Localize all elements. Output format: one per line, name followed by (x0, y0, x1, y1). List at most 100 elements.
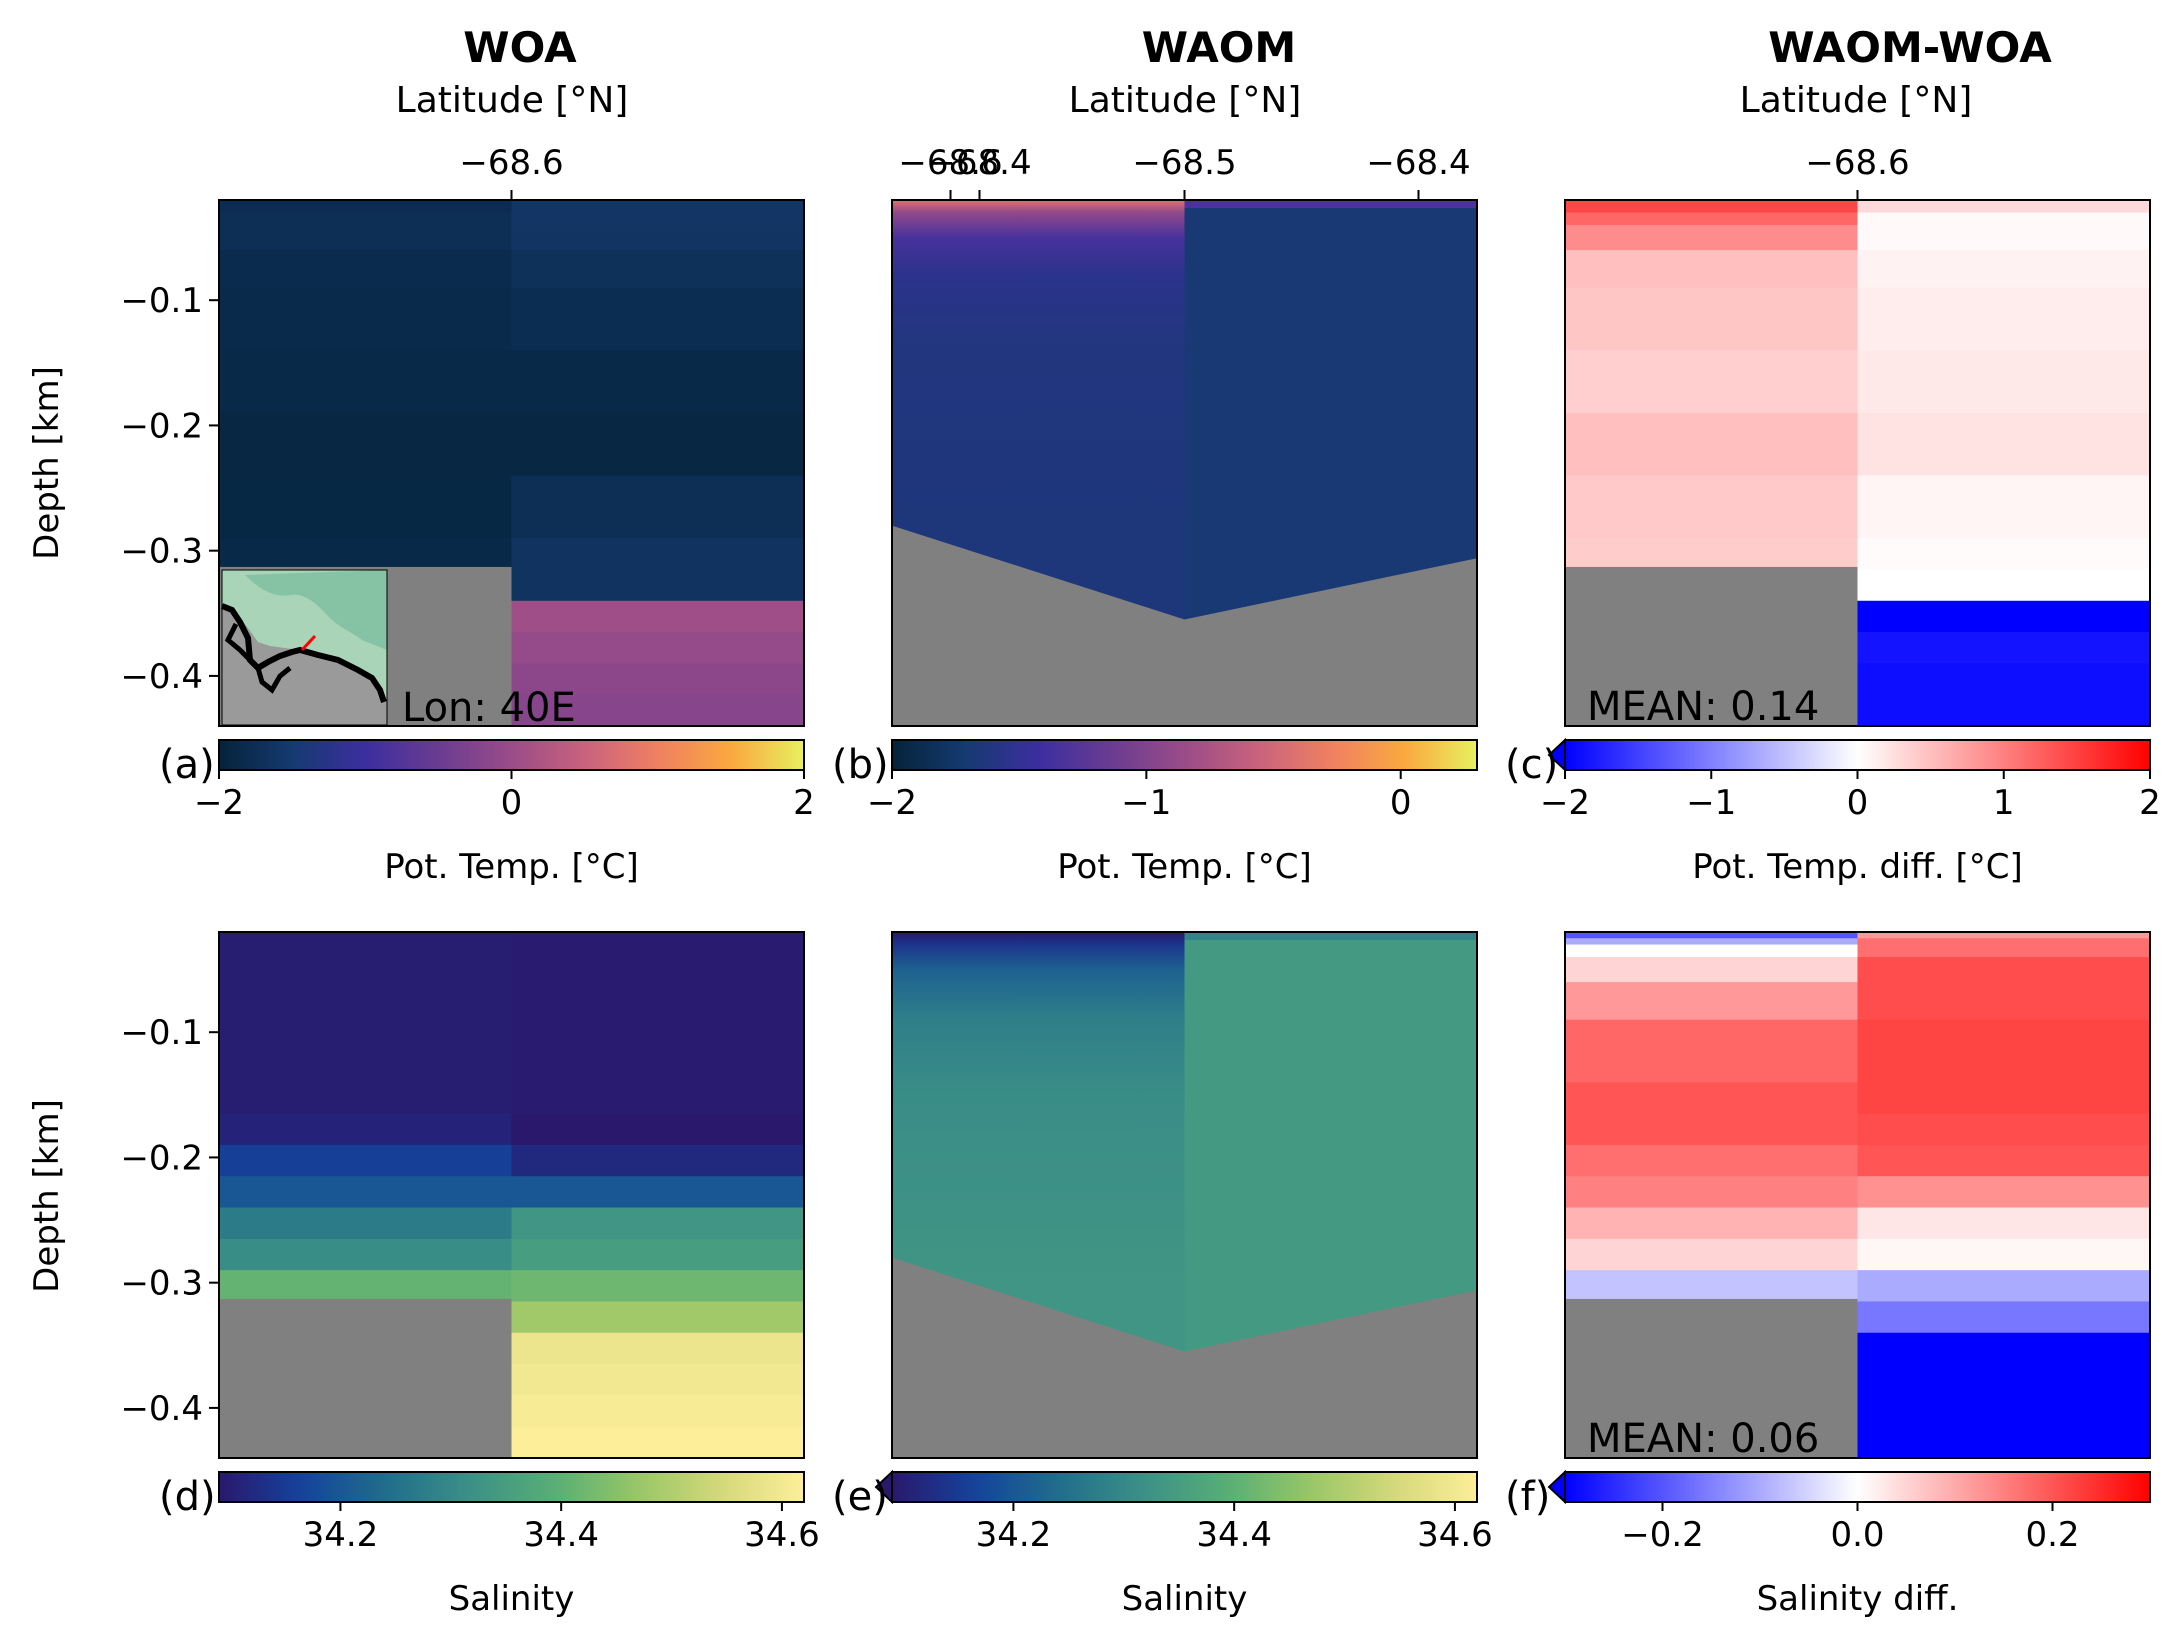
colorbar-tick-label-b-1: −1 (1121, 783, 1171, 823)
cell-d-c1-l4 (511, 1207, 805, 1240)
cell-a-c1-l5 (511, 412, 805, 477)
cell-d-c0-l3 (219, 1176, 513, 1209)
cell-c-c0-l8 (1565, 538, 1859, 568)
y-tick-label-a-1: −0.2 (120, 406, 203, 446)
cell-f-c0-l8 (1565, 1144, 1859, 1177)
land-d-c0 (219, 1298, 513, 1458)
cell-a-c0-l0 (219, 200, 513, 214)
mean-annotation-f: MEAN: 0.06 (1587, 1416, 1819, 1462)
cell-f-c1-l11 (1857, 1301, 2151, 1334)
cell-d-c0-l0 (219, 932, 513, 1115)
cell-c-c1-l7 (1857, 538, 2151, 571)
top-tick-label-c-0: −68.6 (1805, 143, 1909, 183)
top-axis-label-b: Latitude [°N] (1069, 80, 1302, 121)
cell-d-c1-l7 (511, 1301, 805, 1334)
cell-c-c0-l1 (1565, 212, 1859, 226)
cell-c-c1-l2 (1857, 250, 2151, 289)
cell-f-c0-l3 (1565, 957, 1859, 983)
cell-a-c1-l6 (511, 475, 805, 539)
cell-f-c0-l5 (1565, 1019, 1859, 1083)
cell-d-c1-l6 (511, 1270, 805, 1303)
colorbar-tick-label-a-2: 2 (793, 783, 815, 823)
inset-map-coastline (220, 603, 387, 703)
y-tick-label-a-3: −0.4 (120, 657, 203, 697)
land-f-c0 (1565, 1298, 1859, 1458)
field-b-right-surface (1184, 200, 1477, 208)
cell-d-c0-l5 (219, 1238, 513, 1271)
cell-d-c1-l11 (511, 1426, 805, 1459)
top-tick-label-a-0: −68.6 (459, 143, 563, 183)
cell-d-c1-l1 (511, 1113, 805, 1146)
colorbar-label-e: Salinity (1122, 1579, 1248, 1619)
bathymetry-b (892, 525, 1477, 726)
cell-c-c0-l6 (1565, 412, 1859, 477)
cell-d-c1-l2 (511, 1144, 805, 1177)
panel-label-c: (c) (1505, 742, 1558, 788)
colorbar-tick-label-a-1: 0 (501, 783, 523, 823)
cell-f-c1-l5 (1857, 1113, 2151, 1146)
cell-a-c0-l1 (219, 212, 513, 251)
cell-f-c1-l7 (1857, 1176, 2151, 1209)
cell-f-c1-l10 (1857, 1270, 2151, 1303)
panel-d: −0.1 −0.2 −0.3 −0.4 34.2 34.4 34.6 Salinity (d) (120, 931, 820, 1619)
colorbar-label-f: Salinity diff. (1757, 1579, 1959, 1619)
colorbar-tick-label-c-2: 0 (1847, 783, 1869, 823)
cell-f-c0-l4 (1565, 982, 1859, 1021)
bathymetry-e (892, 1257, 1477, 1458)
cell-f-c0-l2 (1565, 944, 1859, 958)
colorbar-tick-label-a-0: −2 (194, 783, 244, 823)
colorbar-e (891, 1471, 1478, 1503)
cell-a-c1-l3 (511, 287, 805, 351)
panel-label-f: (f) (1505, 1474, 1550, 1520)
inset-map-frame (221, 569, 388, 726)
cell-c-c1-l5 (1857, 412, 2151, 477)
colorbar-c (1564, 739, 2151, 771)
inset-longitude-label: Lon: 40E (402, 685, 576, 731)
colorbar-tick-label-d-1: 34.4 (523, 1515, 599, 1555)
panel-label-a: (a) (159, 742, 215, 788)
cell-c-c1-l3 (1857, 287, 2151, 351)
cell-a-c1-l10 (511, 663, 805, 696)
cell-f-c1-l2 (1857, 957, 2151, 1021)
colorbar-label-c: Pot. Temp. diff. [°C] (1692, 847, 2023, 887)
y-tick-label-d-3: −0.4 (120, 1389, 203, 1429)
panel-f: MEAN: 0.06 −0.2 0.0 0.2 Salinity diff. (f) (1505, 931, 2151, 1619)
column-title-diff: WAOM-WOA (1768, 23, 2052, 72)
cell-a-c1-l1 (511, 225, 805, 251)
panel-b: −68.6 −68.5 −68.4 −2 −1 0 Pot. Temp. [°C] (b) (832, 143, 1478, 887)
inset-map (220, 569, 388, 726)
cell-c-c1-l12 (1857, 694, 2151, 727)
cell-c-c0-l5 (1565, 350, 1859, 414)
y-tick-label-d-0: −0.1 (120, 1013, 203, 1053)
cell-a-c0-l4 (219, 350, 513, 414)
cell-f-c1-l8 (1857, 1207, 2151, 1240)
colorbar-tick-label-d-0: 34.2 (303, 1515, 379, 1555)
cell-f-c0-l0 (1565, 932, 1859, 939)
cell-f-c1-l4 (1857, 1082, 2151, 1115)
colorbar-tick-label-c-0: −2 (1540, 783, 1590, 823)
top-tick-label-b-2: −68.4 (1366, 143, 1470, 183)
panel-e: 34.2 34.4 34.6 Salinity (e) (832, 931, 1493, 1619)
cell-d-c0-l1 (219, 1113, 513, 1146)
colorbar-tick-label-c-1: −1 (1686, 783, 1736, 823)
cell-d-c1-l0 (511, 932, 805, 1115)
colorbar-tick-label-e-1: 34.4 (1196, 1515, 1272, 1555)
cell-f-c1-l9 (1857, 1238, 2151, 1271)
y-axis-label-top: Depth [km] (27, 366, 67, 560)
cell-f-c0-l9 (1565, 1176, 1859, 1209)
cell-d-c1-l8 (511, 1332, 805, 1365)
colorbar-tick-label-c-3: 1 (1993, 783, 2015, 823)
axes-frame-d (218, 931, 805, 1459)
cell-a-c1-l2 (511, 250, 805, 289)
inset-map-transect-line (300, 634, 317, 652)
y-tick-label-a-2: −0.3 (120, 532, 203, 572)
cell-d-c1-l9 (511, 1364, 805, 1396)
axes-frame-e (891, 931, 1478, 1459)
cell-c-c1-l8 (1857, 569, 2151, 602)
cell-c-c1-l6 (1857, 475, 2151, 539)
cell-f-c1-l1 (1857, 938, 2151, 958)
cell-d-c1-l5 (511, 1238, 805, 1271)
cell-d-c0-l4 (219, 1207, 513, 1240)
